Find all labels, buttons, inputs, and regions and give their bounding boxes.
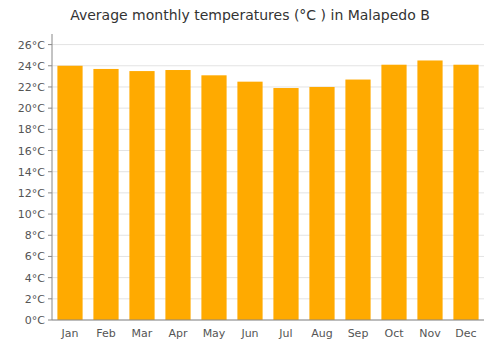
tick-mark — [48, 150, 52, 151]
x-axis-line — [52, 320, 484, 321]
tick-label: 6°C — [25, 250, 45, 263]
title: Average monthly temperatures (°C ) in Ma… — [70, 7, 430, 23]
chart-svg: Average monthly temperatures (°C ) in Ma… — [0, 0, 500, 350]
tick-mark — [48, 108, 52, 109]
tick-label: 26°C — [18, 39, 45, 52]
tick-label: Jan — [61, 327, 79, 340]
bar — [417, 60, 442, 320]
tick-label: 22°C — [18, 81, 45, 94]
tick-label: May — [203, 327, 226, 340]
bars — [57, 60, 478, 320]
tick-label: Nov — [419, 327, 441, 340]
tick-label: 0°C — [25, 314, 45, 327]
bar — [57, 66, 82, 320]
tick-label: Jun — [240, 327, 258, 340]
tick-label: 8°C — [25, 229, 45, 242]
tick-mark — [48, 235, 52, 236]
bar — [453, 65, 478, 320]
tick-mark — [48, 256, 52, 257]
tick-mark — [48, 171, 52, 172]
bar — [93, 69, 118, 320]
bar — [237, 82, 262, 320]
grid-line — [52, 320, 484, 321]
tick-label: 14°C — [18, 166, 45, 179]
y-axis-line — [52, 34, 53, 320]
bar — [273, 88, 298, 320]
tick-label: 2°C — [25, 293, 45, 306]
tick-label: Oct — [384, 327, 404, 340]
page: {"chart_data": {"type": "bar", "title": … — [0, 0, 500, 350]
tick-mark — [48, 65, 52, 66]
tick-label: Apr — [168, 327, 188, 340]
tick-label: 10°C — [18, 208, 45, 221]
tick-label: 24°C — [18, 60, 45, 73]
y-axis: 0°C 2°C 4°C 6°C 8°C 10°C 12°C 14°C 16°C 18°C 20°C 2… — [18, 39, 484, 327]
tick-mark — [48, 320, 52, 321]
grid-line — [52, 44, 484, 45]
tick-label: 12°C — [18, 187, 45, 200]
bar — [345, 80, 370, 320]
x-axis: Jan Feb Mar Apr May Jun Jul Aug Sep Oct Nov Dec — [61, 327, 477, 340]
tick-label: 4°C — [25, 272, 45, 285]
tick-mark — [48, 298, 52, 299]
tick-label: Aug — [311, 327, 332, 340]
chart-container: Average monthly temperatures (°C ) in Ma… — [0, 0, 500, 350]
tick-mark — [48, 214, 52, 215]
bar — [309, 87, 334, 320]
tick-label: 20°C — [18, 102, 45, 115]
tick-mark — [48, 129, 52, 130]
bar — [165, 70, 190, 320]
bar — [201, 75, 226, 320]
bar — [129, 71, 154, 320]
tick-label: Jul — [278, 327, 292, 340]
tick-label: Mar — [132, 327, 153, 340]
tick-mark — [48, 277, 52, 278]
tick-mark — [48, 192, 52, 193]
tick-mark — [48, 86, 52, 87]
bar — [381, 65, 406, 320]
tick-label: 16°C — [18, 145, 45, 158]
tick-label: 18°C — [18, 123, 45, 136]
tick-mark — [48, 44, 52, 45]
tick-label: Dec — [455, 327, 476, 340]
tick-label: Feb — [96, 327, 115, 340]
tick-label: Sep — [348, 327, 369, 340]
